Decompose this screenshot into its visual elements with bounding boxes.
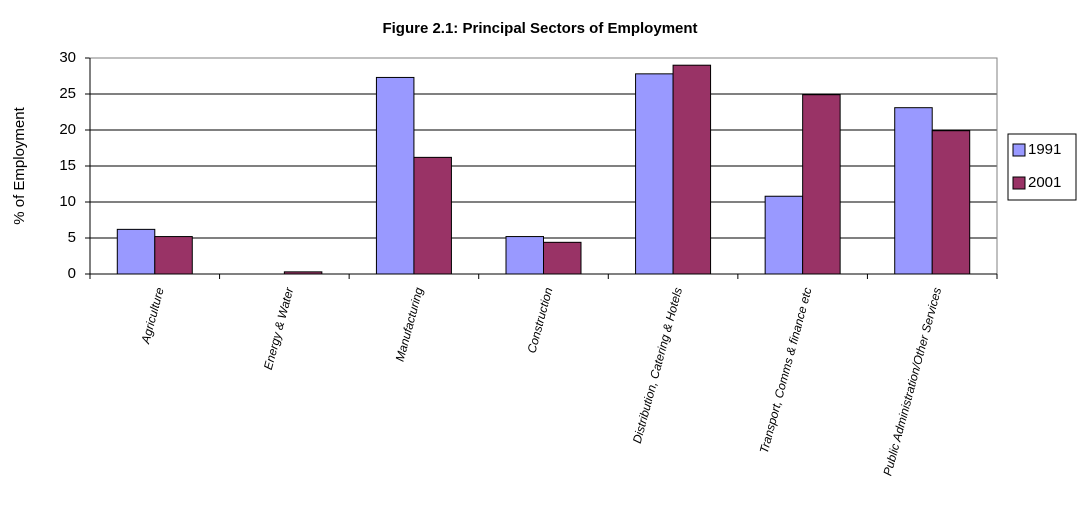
bar [931,130,971,275]
bar [543,241,582,275]
x-tick-label: Public Administration/Other Services [880,286,944,477]
legend-label: 1991 [1028,141,1061,158]
legend-label: 2001 [1028,174,1061,191]
chart-title: Figure 2.1: Principal Sectors of Employm… [382,20,697,37]
y-axis-label: % of Employment [11,106,28,224]
y-tick-label: 15 [59,157,76,174]
y-tick-label: 30 [59,49,76,66]
bar [154,236,193,275]
bar [413,156,452,275]
bar [635,73,674,275]
bar [116,228,156,275]
bar [764,195,804,275]
bar [672,64,712,275]
bar [894,107,933,275]
bar [375,76,415,275]
y-tick-label: 0 [68,265,76,282]
y-tick-label: 25 [59,85,76,102]
y-tick-label: 5 [68,229,76,246]
bar [283,271,323,275]
x-tick-label: Distribution, Catering & Hotels [630,286,685,445]
x-tick-label: Manufacturing [393,286,426,363]
bar [802,94,841,275]
x-tick-label: Transport, Comms & finance etc [757,286,815,455]
x-tick-label: Construction [525,286,556,355]
legend-swatch [1012,143,1026,157]
bar [505,236,544,275]
y-tick-label: 20 [59,121,76,138]
x-tick-label: Agriculture [138,286,167,346]
y-tick-label: 10 [59,193,76,210]
legend-swatch [1012,176,1026,190]
x-tick-label: Energy & Water [261,285,297,371]
